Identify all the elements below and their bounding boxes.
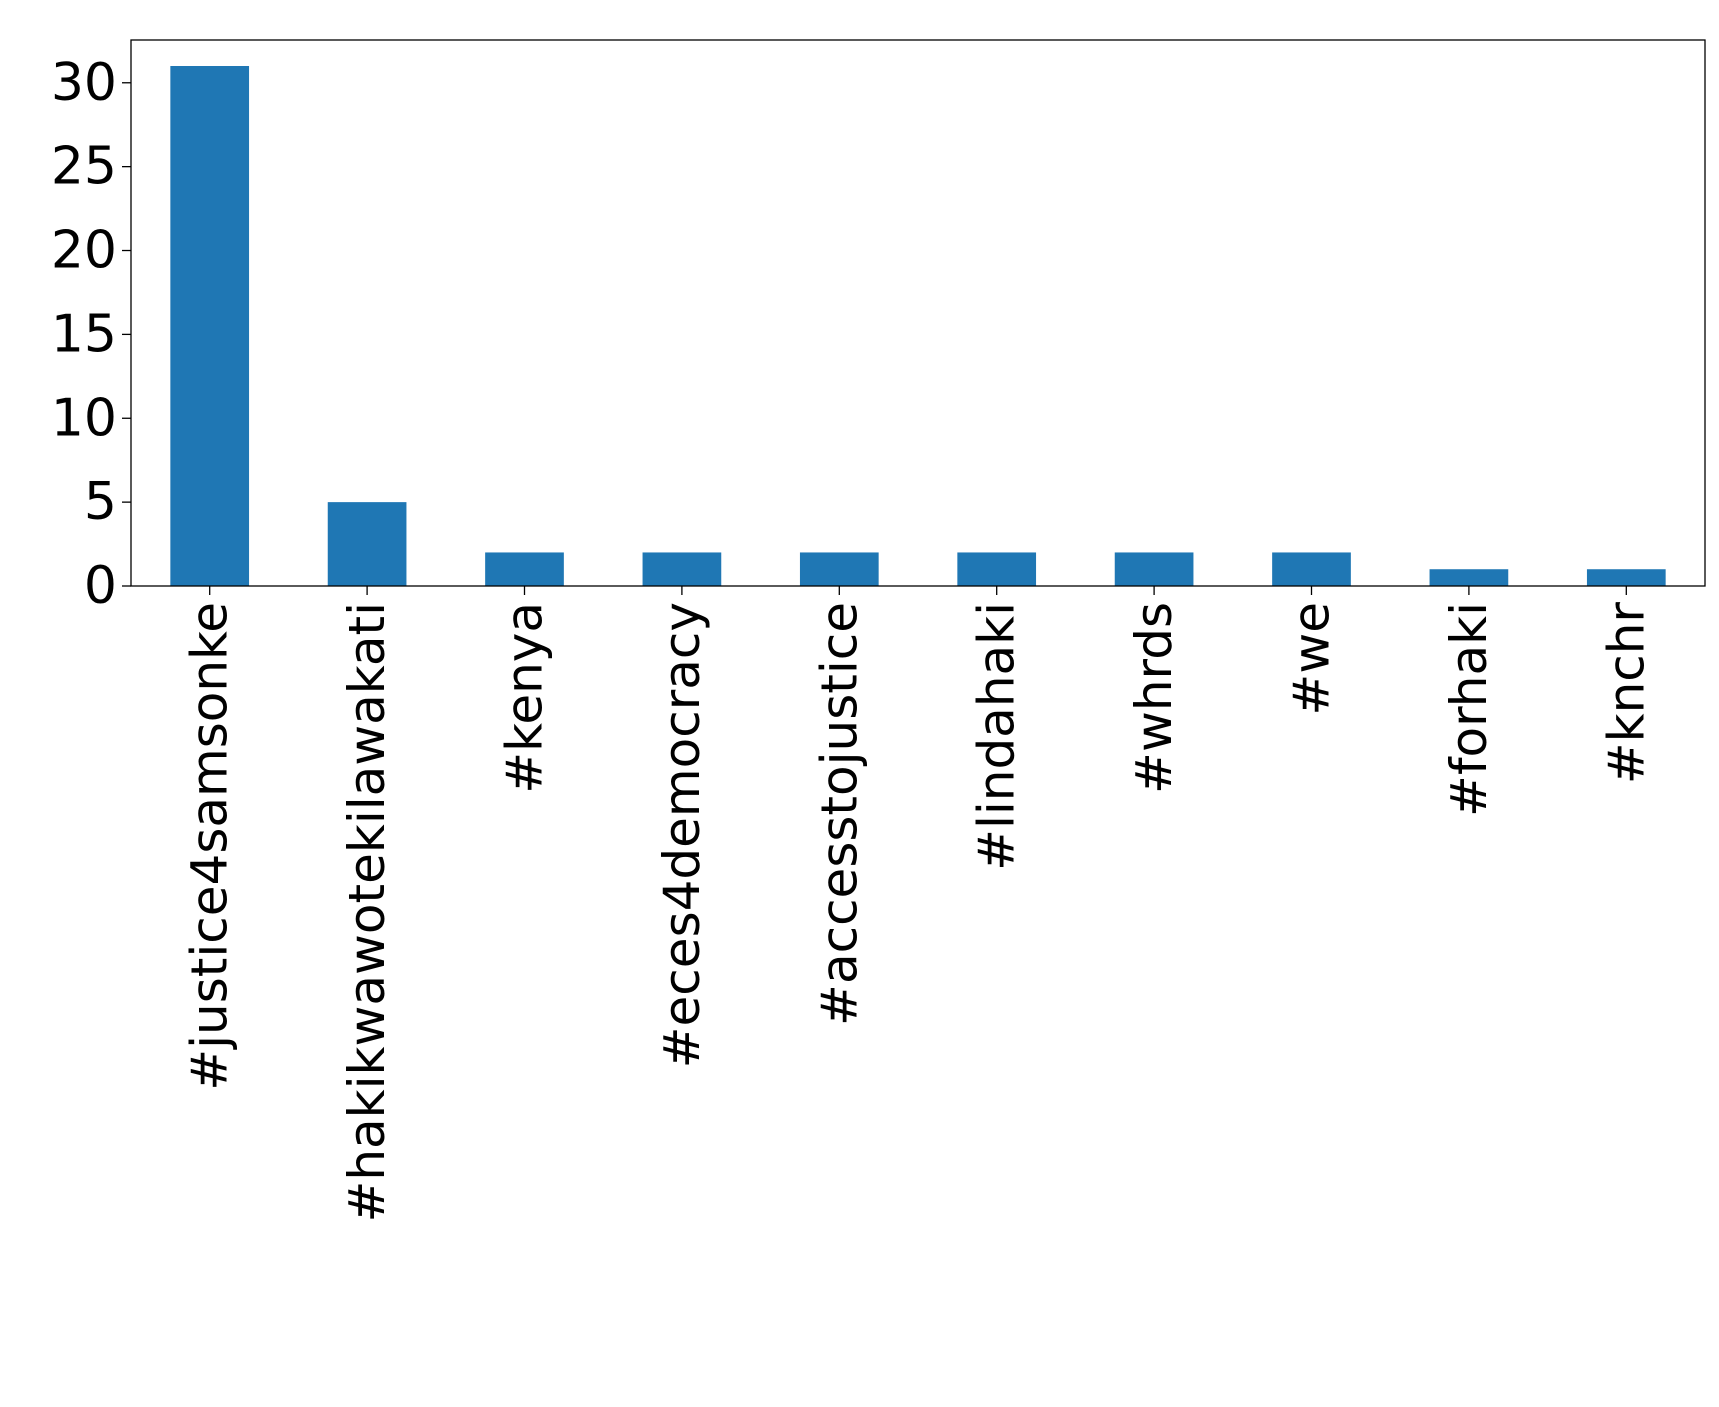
x-tick-label: #forhaki bbox=[1440, 602, 1498, 817]
bar-accesstojustice bbox=[799, 552, 879, 586]
bar-knchr bbox=[1586, 569, 1666, 586]
y-tick-label: 5 bbox=[84, 472, 117, 532]
x-tick-label: #whrds bbox=[1125, 602, 1183, 794]
bars-group bbox=[170, 66, 1666, 586]
bar-lindahaki bbox=[957, 552, 1037, 586]
y-tick-label: 25 bbox=[51, 137, 117, 197]
bar-we bbox=[1272, 552, 1351, 586]
plot-frame bbox=[130, 39, 1706, 587]
x-tick-label: #eces4democracy bbox=[653, 602, 711, 1068]
y-tick-label: 15 bbox=[51, 304, 117, 364]
bar-kenya bbox=[485, 552, 564, 586]
x-tick-label: #hakikwawotekilawakati bbox=[338, 602, 396, 1223]
bar-forhaki bbox=[1429, 569, 1509, 586]
x-tick-label: #knchr bbox=[1597, 602, 1655, 785]
bar-eces4democracy bbox=[642, 552, 722, 586]
x-tick-label: #lindahaki bbox=[968, 602, 1026, 871]
x-axis: #justice4samsonke #hakikwawotekilawakati #… bbox=[181, 586, 1655, 1223]
x-tick-label: #we bbox=[1283, 602, 1341, 716]
x-tick-label: #justice4samsonke bbox=[181, 602, 239, 1091]
y-tick-label: 0 bbox=[84, 556, 117, 616]
y-tick-label: 30 bbox=[51, 53, 117, 113]
bar-justice4samsonke bbox=[170, 66, 250, 586]
bar-whrds bbox=[1114, 552, 1194, 586]
y-axis: 0 5 10 15 20 25 30 bbox=[51, 53, 131, 616]
x-tick-label: #accesstojustice bbox=[810, 602, 868, 1026]
y-tick-label: 10 bbox=[51, 388, 117, 448]
bar-hakikwawotekilawakati bbox=[327, 502, 407, 586]
y-tick-label: 20 bbox=[51, 221, 117, 281]
x-tick-label: #kenya bbox=[496, 602, 554, 794]
